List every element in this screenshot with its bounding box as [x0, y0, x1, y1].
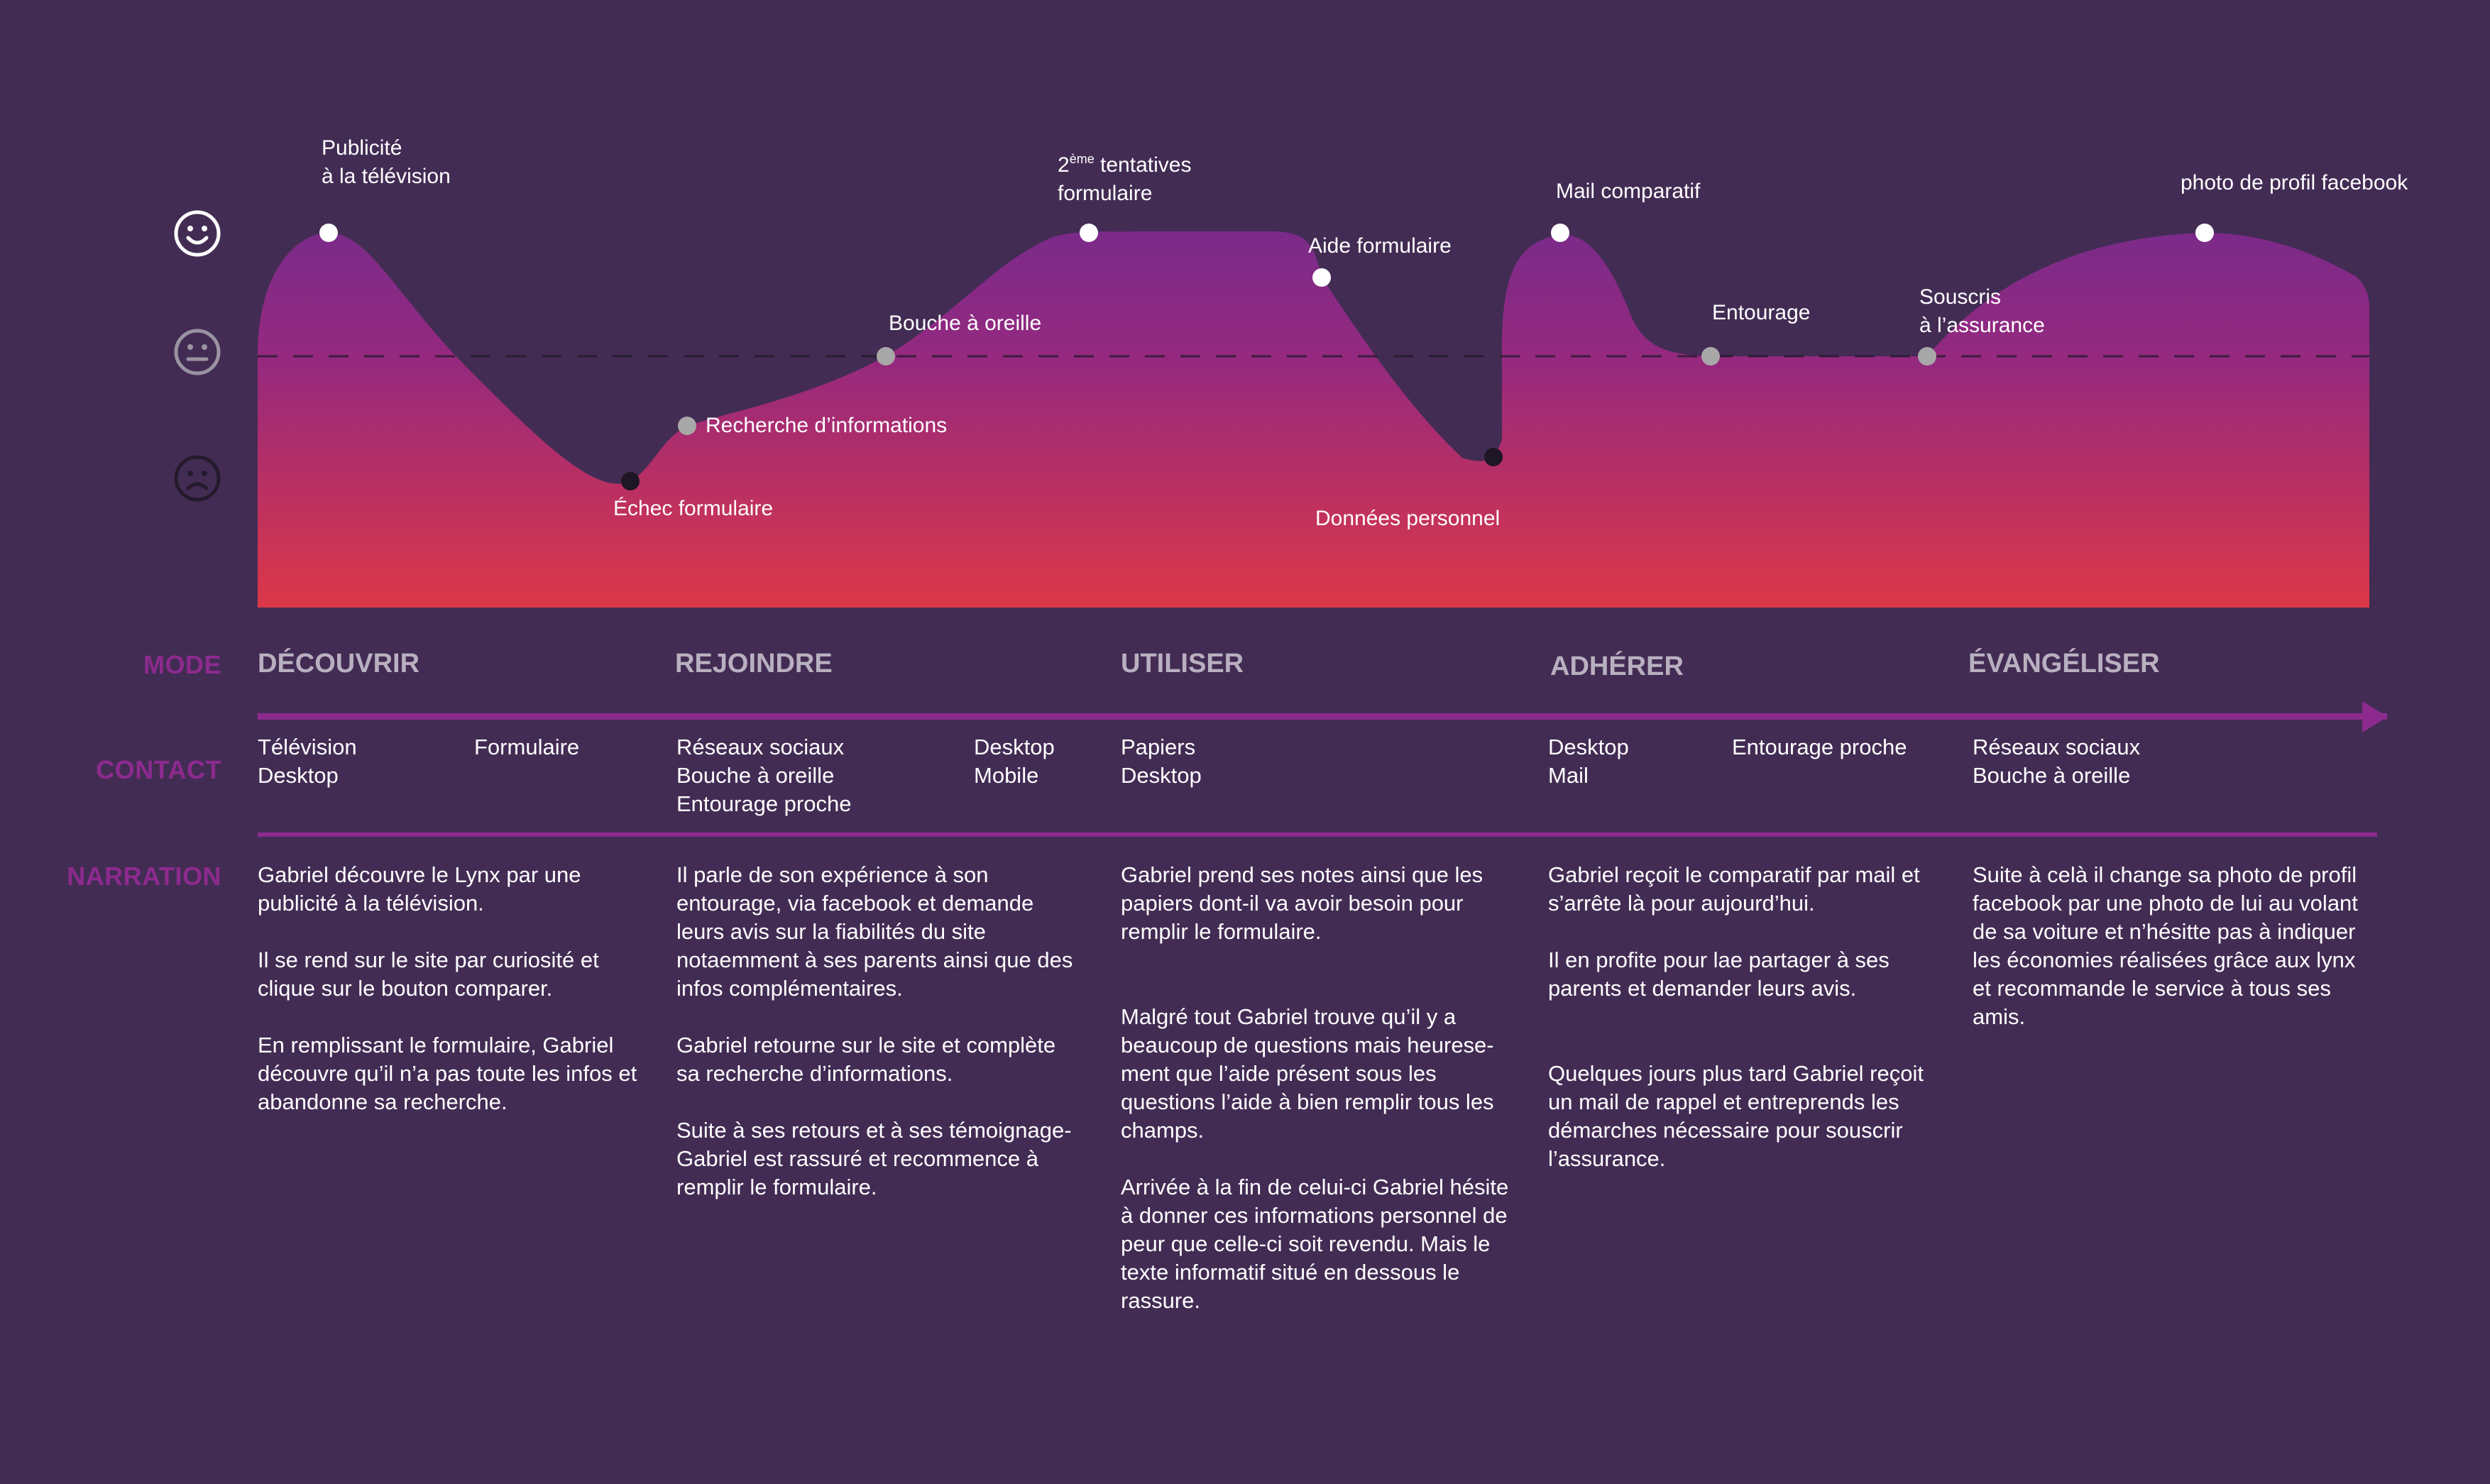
contact-rejoindre-2: Desktop Mobile: [974, 735, 1055, 788]
row-label-narration: NARRATION: [67, 862, 221, 891]
narration-adherer: Gabriel reçoit le comparatif par mail et…: [1548, 862, 1924, 1171]
contact-rejoindre-1: Réseaux sociaux Bouche à oreille Entoura…: [676, 735, 852, 816]
contact-adherer-2: Entourage proche: [1732, 735, 1907, 759]
touchpoint-mail-marker: [1551, 224, 1569, 242]
narration-decouvrir: Gabriel découvre le Lynx par une publici…: [258, 862, 637, 1114]
contact-adherer-1: Desktop Mail: [1548, 735, 1629, 788]
touchpoint-souscris-marker: [1918, 347, 1936, 365]
touchpoint-mail-label: Mail comparatif: [1556, 180, 1701, 203]
touchpoint-tentatives-label: 2ème tentatives formulaire: [1058, 152, 1191, 205]
arrow-right-icon: [2362, 701, 2388, 732]
narration-utiliser: Gabriel prend ses notes ainsi que les pa…: [1121, 862, 1509, 1313]
contact-narration-divider: [258, 832, 2377, 837]
touchpoint-bouche-label: Bouche à oreille: [889, 312, 1041, 335]
touchpoint-tentatives-marker: [1080, 224, 1098, 242]
touchpoint-photo-marker: [2195, 224, 2214, 242]
emotion-curve-area: [258, 231, 2370, 608]
mode-adherer: ADHÉRER: [1550, 652, 1684, 681]
contact-decouvrir-1: Télévision Desktop: [258, 735, 357, 788]
touchpoint-donnees-marker: [1484, 448, 1503, 466]
narration-evangeliser: Suite à celà il change sa photo de profi…: [1973, 862, 2358, 1029]
touchpoint-echec-marker: [621, 472, 640, 490]
contact-evangeliser-1: Réseaux sociaux Bouche à oreille: [1973, 735, 2141, 788]
contact-utiliser-1: Papiers Desktop: [1121, 735, 1202, 788]
touchpoint-echec-label: Échec formulaire: [613, 497, 773, 520]
touchpoint-pub-marker: [319, 224, 338, 242]
touchpoint-aide-label: Aide formulaire: [1308, 234, 1452, 258]
mode-utiliser: UTILISER: [1121, 649, 1244, 678]
touchpoint-recherche-marker: [678, 417, 696, 435]
sad-face-icon: [173, 454, 221, 502]
row-label-contact: CONTACT: [96, 755, 221, 784]
touchpoint-entourage-label: Entourage: [1712, 301, 1810, 324]
neutral-face-icon: [173, 328, 221, 376]
mode-rejoindre: REJOINDRE: [675, 649, 833, 678]
touchpoint-aide-marker: [1312, 268, 1331, 287]
mode-decouvrir: DÉCOUVRIR: [258, 649, 420, 678]
row-label-mode: MODE: [143, 650, 221, 679]
contact-decouvrir-2: Formulaire: [474, 735, 580, 759]
touchpoint-bouche-marker: [877, 347, 895, 365]
touchpoint-donnees-label: Données personnel: [1315, 507, 1500, 530]
journey-arrow-line: [258, 713, 2387, 720]
touchpoint-pub-label: Publicité à la télévision: [322, 136, 451, 188]
touchpoint-photo-label: photo de profil facebook: [2181, 171, 2408, 194]
happy-face-icon: [173, 209, 221, 258]
touchpoint-recherche-label: Recherche d’informations: [706, 414, 947, 437]
touchpoint-entourage-marker: [1701, 347, 1720, 365]
emotion-curve-chart: Publicité à la télévision Échec formulaire…: [258, 136, 2408, 608]
mode-evangeliser: ÉVANGÉLISER: [1968, 649, 2160, 678]
touchpoint-souscris-label: Souscris à l’assurance: [1919, 285, 2045, 337]
narration-rejoindre: Il parle de son expérience à son entoura…: [676, 862, 1073, 1199]
